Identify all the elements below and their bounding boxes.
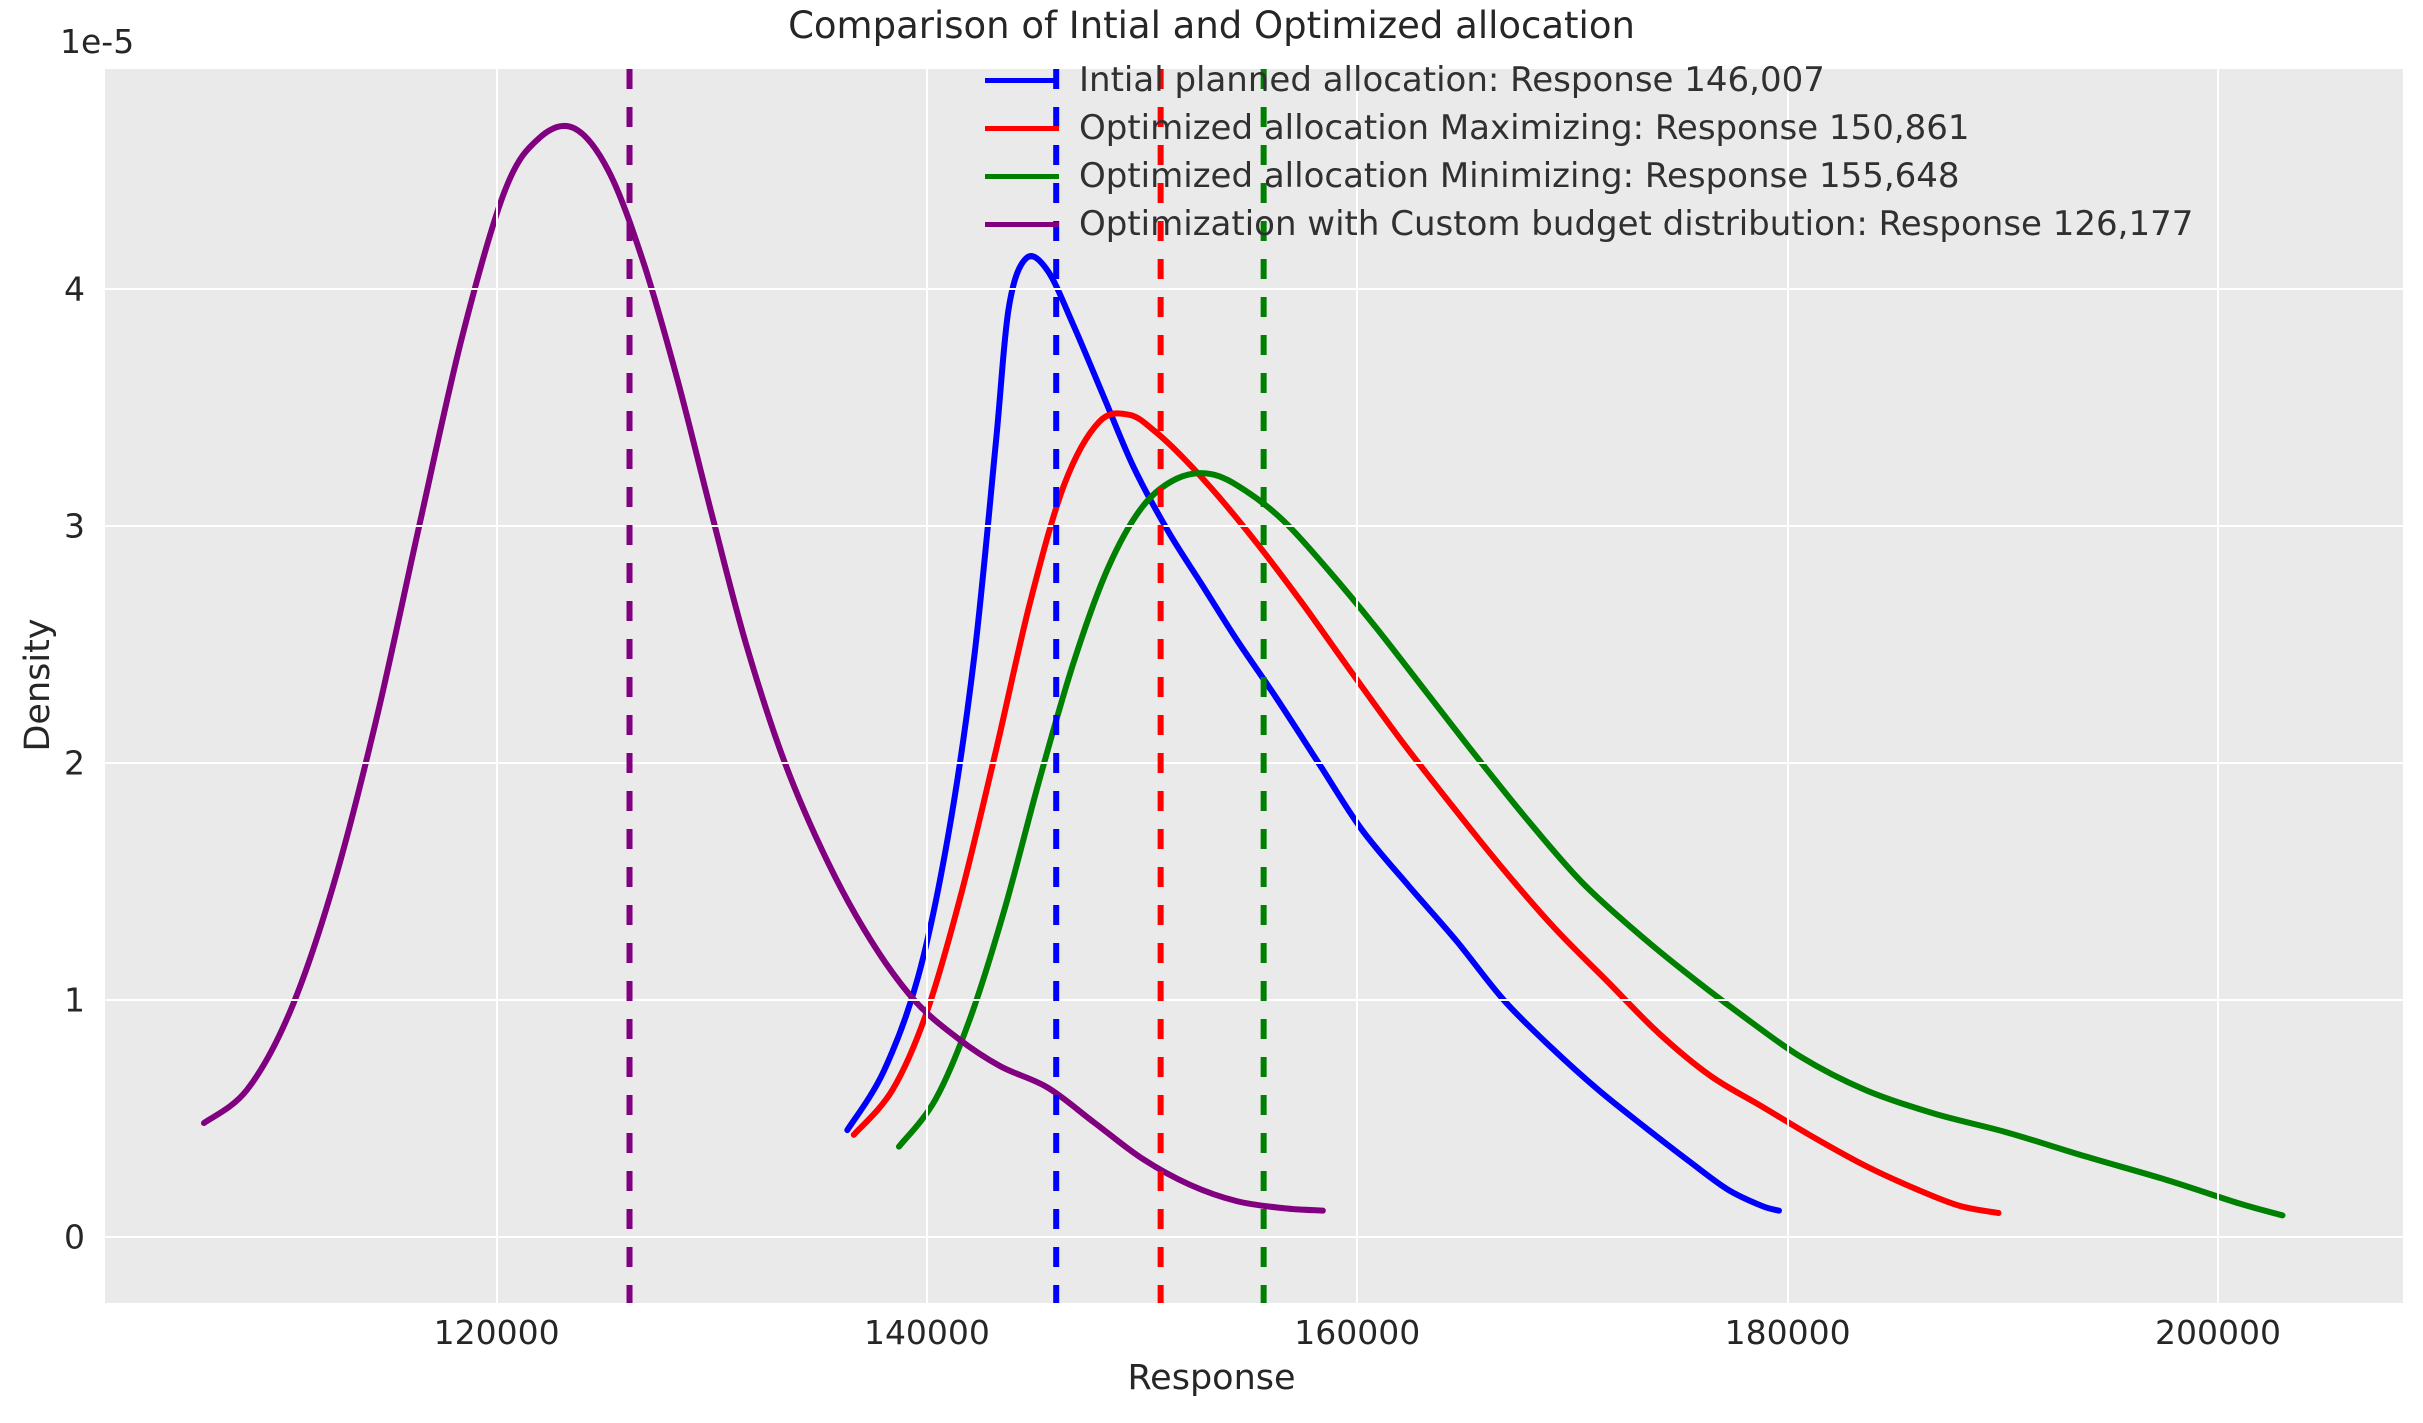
x-tick-label: 160000 xyxy=(1294,1313,1421,1352)
x-tick-label: 180000 xyxy=(1724,1313,1851,1352)
legend-item: Intial planned allocation: Response 146,… xyxy=(985,56,2193,104)
legend: Intial planned allocation: Response 146,… xyxy=(985,56,2193,248)
chart-title: Comparison of Intial and Optimized alloc… xyxy=(788,4,1635,47)
x-tick-label: 120000 xyxy=(433,1313,560,1352)
gridline-vertical xyxy=(495,69,498,1303)
gridline-horizontal xyxy=(105,1235,2403,1238)
mean-vertical-lines xyxy=(626,69,1267,1303)
x-tick-label: 140000 xyxy=(863,1313,990,1352)
gridline-vertical xyxy=(2216,69,2219,1303)
gridline-horizontal xyxy=(105,288,2403,291)
legend-item: Optimization with Custom budget distribu… xyxy=(985,200,2193,248)
gridline-vertical xyxy=(925,69,928,1303)
legend-item-label: Optimized allocation Maximizing: Respons… xyxy=(1079,108,1970,148)
gridline-horizontal xyxy=(105,525,2403,528)
y-tick-label: 4 xyxy=(64,269,85,309)
plot-area xyxy=(105,69,2403,1303)
density-curves xyxy=(200,122,2286,1219)
gridline-vertical xyxy=(1786,69,1789,1303)
legend-item: Optimized allocation Minimizing: Respons… xyxy=(985,152,2193,200)
legend-color-swatch xyxy=(985,77,1059,83)
gridline-vertical xyxy=(1356,69,1359,1303)
gridline-horizontal xyxy=(105,998,2403,1001)
gridline-horizontal xyxy=(105,761,2403,764)
legend-item: Optimized allocation Maximizing: Respons… xyxy=(985,104,2193,152)
x-axis-label: Response xyxy=(1127,1358,1296,1398)
x-tick-label: 200000 xyxy=(2154,1313,2281,1352)
legend-item-label: Intial planned allocation: Response 146,… xyxy=(1079,60,1825,100)
y-tick-label: 3 xyxy=(64,506,85,546)
density-curve xyxy=(200,122,1326,1214)
legend-item-label: Optimization with Custom budget distribu… xyxy=(1079,204,2194,244)
y-tick-label: 1 xyxy=(64,980,85,1020)
y-axis-offset-text: 1e-5 xyxy=(60,22,135,61)
y-tick-label: 2 xyxy=(64,743,85,783)
legend-color-swatch xyxy=(985,173,1059,179)
density-curve xyxy=(895,470,2286,1219)
legend-color-swatch xyxy=(985,125,1059,131)
legend-item-label: Optimized allocation Minimizing: Respons… xyxy=(1079,156,1960,196)
legend-color-swatch xyxy=(985,221,1059,227)
y-axis-label: Density xyxy=(18,618,58,752)
y-tick-label: 0 xyxy=(64,1217,85,1257)
density-curve xyxy=(844,253,1783,1214)
density-curve xyxy=(850,410,2002,1216)
